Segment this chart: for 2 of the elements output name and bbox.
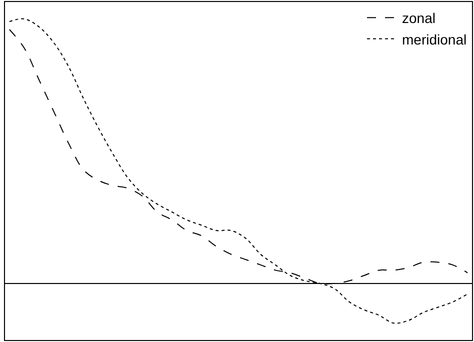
legend-label: meridional <box>402 31 467 48</box>
legend-label: zonal <box>402 10 436 26</box>
